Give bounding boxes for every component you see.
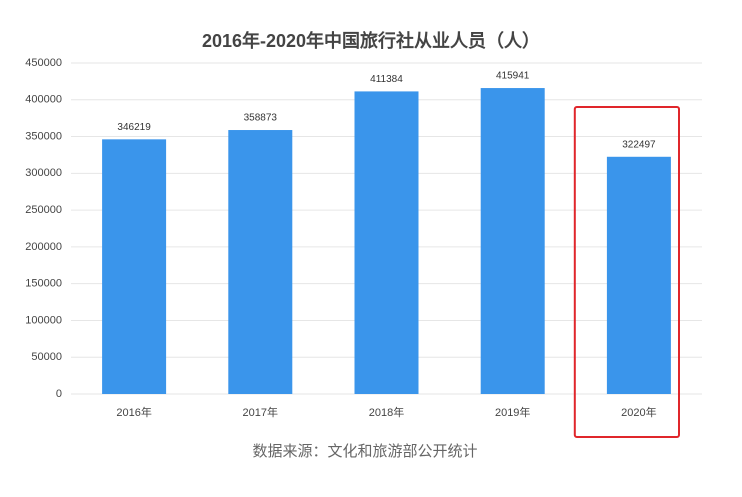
bar [354,91,419,395]
bar [606,156,671,394]
value-label: 411384 [370,74,403,85]
value-label: 346219 [117,122,151,133]
y-tick-label: 300000 [25,167,62,179]
value-label: 415941 [496,71,530,82]
bar [102,139,167,394]
source-note: 数据来源：文化和旅游部公开统计 [252,443,477,460]
x-tick-label: 2017年 [243,405,278,419]
x-tick-label: 2019年 [495,405,530,419]
y-tick-label: 50000 [31,351,62,363]
y-tick-label: 150000 [25,278,62,290]
x-tick-label: 2020年 [621,405,656,419]
y-tick-label: 100000 [25,314,62,326]
y-tick-label: 400000 [25,94,62,106]
value-label: 358873 [244,113,278,124]
value-label: 322497 [622,139,656,150]
y-tick-label: 250000 [25,204,62,216]
y-tick-label: 200000 [25,241,62,253]
x-tick-label: 2016年 [116,405,151,419]
x-tick-label: 2018年 [369,405,404,419]
y-tick-label: 450000 [25,57,62,69]
y-tick-label: 350000 [25,130,62,142]
chart-title: 2016年-2020年中国旅行社从业人员（人） [202,30,540,51]
y-tick-label: 0 [56,388,62,400]
highlight-box [573,106,680,438]
bar [480,88,545,395]
bar [228,130,293,394]
